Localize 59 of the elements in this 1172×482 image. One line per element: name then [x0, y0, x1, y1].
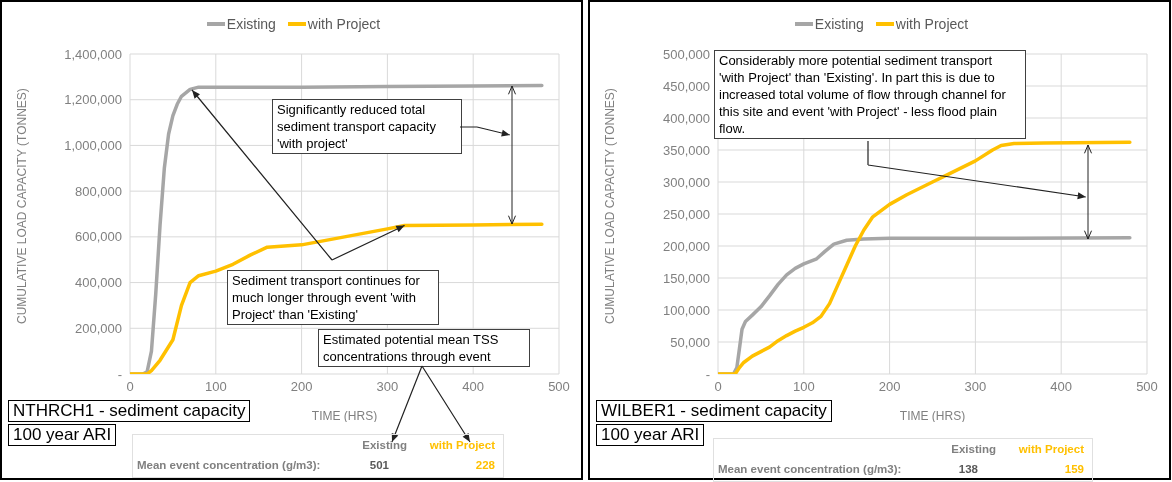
y-tick-label: 200,000 — [75, 320, 122, 336]
y-tick-label: 250,000 — [663, 206, 710, 222]
text: 138 — [958, 463, 978, 475]
text: 100 year ARI — [8, 424, 117, 446]
y-tick-label: 1,400,000 — [64, 46, 122, 62]
text: Mean event concentration (g/m3): — [718, 463, 902, 475]
y-tick-label: 800,000 — [75, 183, 122, 199]
y-tick-label: - — [117, 366, 122, 382]
legend-label: with Project — [306, 16, 381, 32]
y-tick-label: 450,000 — [663, 78, 710, 94]
y-tick-label: 400,000 — [75, 275, 122, 291]
y-tick-label: 350,000 — [663, 142, 710, 158]
line-series — [718, 140, 1132, 374]
annotation: Sediment transport continues for much longer through event 'with Project' than 'Existing' — [227, 270, 439, 325]
text: 159 — [1064, 463, 1084, 475]
y-tick-label: - — [705, 366, 710, 382]
x-tick-label: 200 — [878, 379, 901, 395]
y-axis-title: CUMULATIVE LOAD CAPACITY (TONNES) — [15, 88, 30, 324]
text: WILBER1 - sediment capacity — [596, 400, 832, 422]
text: Mean event concentration (g/m3): — [137, 459, 321, 471]
x-tick-label: 100 — [792, 379, 815, 395]
y-tick-label: 1,200,000 — [64, 92, 122, 108]
legend-label: with Project — [894, 16, 969, 32]
x-tick-label: 300 — [964, 379, 987, 395]
y-tick-label: 150,000 — [663, 270, 710, 286]
annotation: Significantly reduced total sediment transport capacity 'with project' — [272, 99, 462, 154]
y-tick-label: 600,000 — [75, 229, 122, 245]
text: with Project — [429, 439, 495, 451]
x-tick-label: 100 — [204, 379, 227, 395]
y-tick-label: 100,000 — [663, 302, 710, 318]
text: 228 — [475, 459, 495, 471]
y-tick-label: 1,000,000 — [64, 138, 122, 154]
text: 100 year ARI — [596, 424, 705, 446]
x-tick-label: 400 — [1050, 379, 1073, 395]
x-tick-label: 500 — [1136, 379, 1158, 395]
y-tick-label: 500,000 — [663, 46, 710, 62]
x-tick-label: 0 — [126, 379, 134, 395]
x-tick-label: 200 — [290, 379, 313, 395]
legend-label: Existing — [225, 16, 276, 32]
x-tick-label: 300 — [376, 379, 399, 395]
legend-label: Existing — [813, 16, 864, 32]
y-tick-label: 200,000 — [663, 238, 710, 254]
annotation: Estimated potential mean TSS concentrations through event — [318, 329, 530, 367]
x-tick-label: 500 — [548, 379, 570, 395]
annotation: Considerably more potential sediment transport 'with Project' than 'Existing'. In part this is due to increased total volume of flow through channel for this site and event 'with Project' - less flood plain flow. — [714, 50, 1026, 139]
text: with Project — [1018, 443, 1084, 455]
text: Existing — [362, 439, 407, 451]
y-tick-label: 50,000 — [670, 334, 710, 350]
text: Existing — [951, 443, 996, 455]
x-axis-title: TIME (HRS) — [311, 409, 378, 423]
x-tick-label: 400 — [462, 379, 485, 395]
text: NTHRCH1 - sediment capacity — [8, 400, 251, 422]
x-axis-title: TIME (HRS) — [899, 409, 966, 423]
x-tick-label: 0 — [714, 379, 722, 395]
y-axis-title: CUMULATIVE LOAD CAPACITY (TONNES) — [603, 88, 618, 324]
y-tick-label: 300,000 — [663, 174, 710, 190]
line-series — [130, 222, 544, 374]
y-tick-label: 400,000 — [663, 110, 710, 126]
text: 501 — [369, 459, 389, 471]
